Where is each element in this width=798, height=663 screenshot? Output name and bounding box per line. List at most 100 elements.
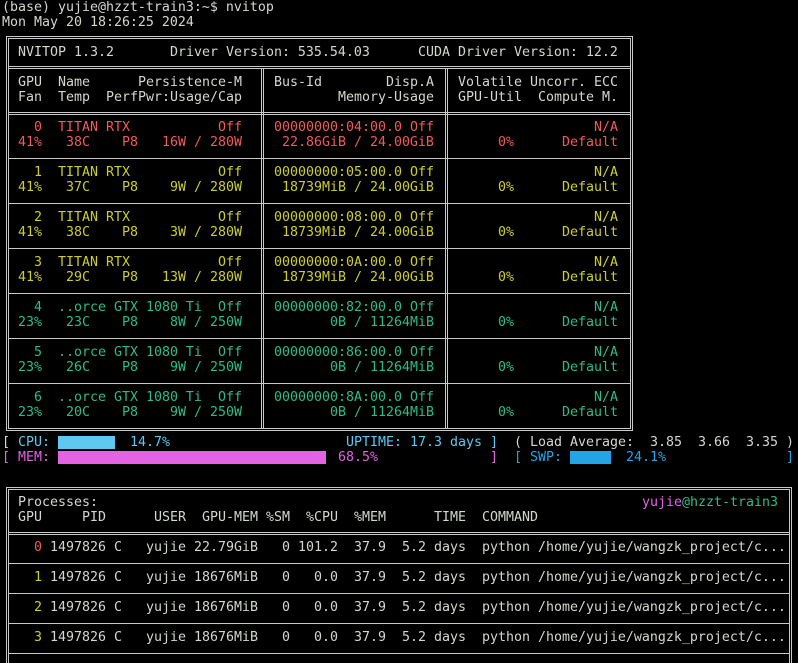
column-header: Uncorr. ECC <box>530 75 618 90</box>
command: python /home/yujie/wangzk_project/c... <box>482 540 786 555</box>
column-header: Perf <box>106 90 138 105</box>
memory-usage: 18739MiB / 24.00GiB <box>282 225 434 240</box>
command: python /home/yujie/wangzk_project/c... <box>482 570 786 585</box>
bus-id: 00000000:86:00.0 <box>274 345 402 360</box>
separator <box>8 563 790 564</box>
bracket: ( <box>514 435 522 450</box>
gpu-util: 0% <box>498 270 514 285</box>
column-header: %MEM <box>354 510 386 525</box>
separator <box>8 112 631 115</box>
mem-util: 37.9 <box>354 630 386 645</box>
perf: P8 <box>122 405 138 420</box>
temperature: 38C <box>66 135 90 150</box>
bus-id: 00000000:04:00.0 <box>274 120 402 135</box>
memory-usage: 0B / 11264MiB <box>330 315 434 330</box>
persistence: Off <box>218 120 242 135</box>
cpu-util: 101.2 <box>298 540 338 555</box>
bus-id: 00000000:08:00.0 <box>274 210 402 225</box>
process-type: C <box>114 540 122 555</box>
ecc: N/A <box>594 210 618 225</box>
separator <box>8 383 631 384</box>
usage-bar <box>58 451 326 464</box>
compute-mode: Default <box>562 180 618 195</box>
gpu-index: 2 <box>34 210 42 225</box>
cpu-label: CPU: <box>18 435 50 450</box>
swap-label: SWP: <box>530 450 562 465</box>
prompt: (base) yujie@hzzt-train3:~$ nvitop <box>2 0 274 15</box>
display: Off <box>410 165 434 180</box>
ecc: N/A <box>594 390 618 405</box>
fan: 41% <box>18 180 42 195</box>
separator <box>8 203 631 204</box>
gpu-name: TITAN RTX <box>58 210 130 225</box>
gpu-index: 0 <box>34 120 42 135</box>
mem-util: 37.9 <box>354 600 386 615</box>
uptime: 17.3 days <box>410 435 482 450</box>
usage-bar <box>570 451 611 464</box>
perf: P8 <box>122 270 138 285</box>
cpu-util: 0.0 <box>314 630 338 645</box>
compute-mode: Default <box>562 405 618 420</box>
gpu-index: 4 <box>34 300 42 315</box>
temperature: 38C <box>66 225 90 240</box>
temperature: 29C <box>66 270 90 285</box>
compute-mode: Default <box>562 225 618 240</box>
display: Off <box>410 120 434 135</box>
column-header: Disp.A <box>386 75 434 90</box>
gpu-name: TITAN RTX <box>58 120 130 135</box>
display: Off <box>410 345 434 360</box>
power: 16W / 280W <box>162 135 242 150</box>
pid: 1497826 <box>50 570 106 585</box>
column-header: Pwr:Usage/Cap <box>138 90 242 105</box>
column-header: GPU-MEM <box>202 510 258 525</box>
gpu-table-frame <box>6 36 633 431</box>
process-type: C <box>114 570 122 585</box>
process-type: C <box>114 630 122 645</box>
bracket: [ <box>2 435 10 450</box>
bracket: [ <box>514 450 522 465</box>
swap-percent: 24.1% <box>626 450 666 465</box>
gpu-util: 0% <box>498 225 514 240</box>
time: 5.2 days <box>402 540 466 555</box>
bracket: ] <box>490 450 498 465</box>
compute-mode: Default <box>562 315 618 330</box>
column-header: Compute M. <box>538 90 618 105</box>
gpu-name: TITAN RTX <box>58 255 130 270</box>
process-user: yujie <box>146 540 186 555</box>
separator <box>8 653 790 654</box>
separator <box>8 66 631 69</box>
gpu-name: ..orce GTX 1080 Ti <box>58 345 202 360</box>
fan: 23% <box>18 405 42 420</box>
host: @hzzt-train3 <box>682 495 778 510</box>
fan: 23% <box>18 360 42 375</box>
mem-util: 37.9 <box>354 540 386 555</box>
process-user: yujie <box>146 570 186 585</box>
power: 9W / 250W <box>170 360 242 375</box>
uptime-label: UPTIME: <box>346 435 402 450</box>
perf: P8 <box>122 180 138 195</box>
time: 5.2 days <box>402 630 466 645</box>
display: Off <box>410 390 434 405</box>
bracket: [ <box>2 450 10 465</box>
gpu-util: 0% <box>498 360 514 375</box>
persistence: Off <box>218 300 242 315</box>
separator <box>8 338 631 339</box>
separator <box>8 248 631 249</box>
perf: P8 <box>122 135 138 150</box>
column-header: Persistence-M <box>138 75 242 90</box>
load-label: Load Average: <box>530 435 634 450</box>
column-header: COMMAND <box>482 510 538 525</box>
temperature: 23C <box>66 315 90 330</box>
memory-usage: 0B / 11264MiB <box>330 405 434 420</box>
gpu-util: 0% <box>498 135 514 150</box>
gpu-index: 3 <box>34 255 42 270</box>
separator <box>8 593 790 594</box>
process-user: yujie <box>146 630 186 645</box>
display: Off <box>410 300 434 315</box>
process-gpu: 0 <box>34 540 42 555</box>
sm-util: 0 <box>282 540 290 555</box>
perf: P8 <box>122 315 138 330</box>
display: Off <box>410 255 434 270</box>
